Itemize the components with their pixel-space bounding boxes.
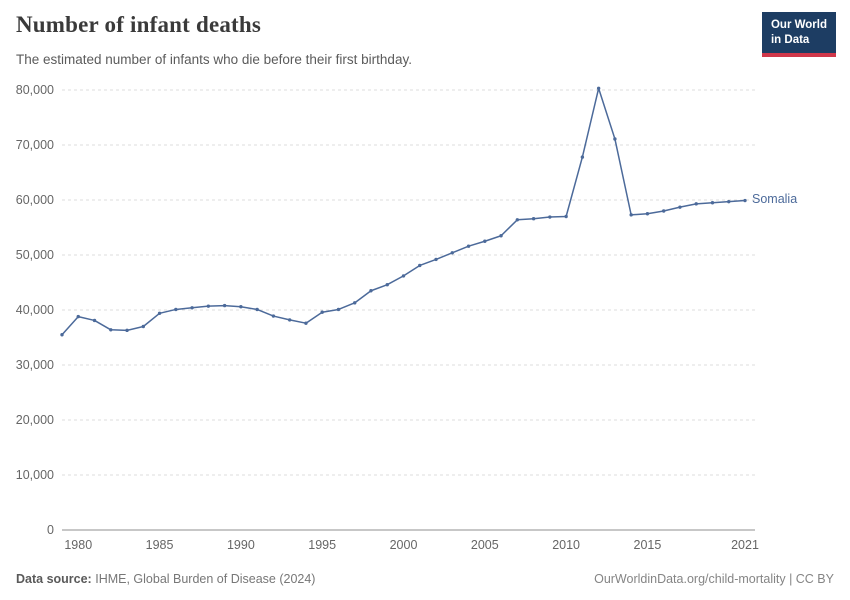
x-axis-tick-label: 1995	[308, 538, 336, 552]
data-point-marker[interactable]	[157, 311, 162, 315]
data-point-marker[interactable]	[92, 318, 97, 323]
logo-text-line2: in Data	[770, 33, 810, 46]
data-point-marker[interactable]	[385, 283, 389, 287]
data-point-marker[interactable]	[483, 239, 487, 243]
data-point-marker[interactable]	[255, 307, 259, 312]
data-point-marker[interactable]	[645, 212, 650, 216]
series-end-label[interactable]: Somalia	[752, 192, 797, 206]
data-point-marker[interactable]	[271, 314, 276, 318]
data-point-marker[interactable]	[694, 202, 698, 206]
y-axis-tick-label: 60,000	[16, 193, 54, 207]
data-point-marker[interactable]	[353, 301, 357, 305]
data-point-marker[interactable]	[239, 305, 243, 309]
y-axis-tick-label: 10,000	[16, 468, 54, 482]
logo-text-line1: Our World	[770, 19, 827, 31]
data-point-marker[interactable]	[531, 217, 536, 221]
x-axis-tick-label: 2021	[731, 538, 759, 552]
x-axis-tick-label: 2000	[390, 538, 418, 552]
y-axis-tick-label: 50,000	[16, 248, 54, 262]
data-point-marker[interactable]	[661, 209, 666, 213]
data-point-marker[interactable]	[629, 213, 633, 217]
y-axis-tick-label: 80,000	[16, 83, 54, 97]
data-point-marker[interactable]	[710, 201, 715, 205]
data-point-marker[interactable]	[320, 310, 324, 314]
data-point-marker[interactable]	[580, 155, 585, 159]
x-axis-tick-label: 2005	[471, 538, 499, 552]
data-point-marker[interactable]	[613, 137, 617, 141]
data-point-marker[interactable]	[401, 274, 406, 278]
data-point-marker[interactable]	[222, 303, 227, 308]
data-point-marker[interactable]	[141, 324, 146, 329]
data-point-marker[interactable]	[304, 321, 308, 325]
data-source-label: Data source:	[16, 572, 92, 586]
chart-subtitle: The estimated number of infants who die …	[16, 52, 412, 67]
y-axis-tick-label: 40,000	[16, 303, 54, 317]
data-point-marker[interactable]	[418, 263, 422, 268]
data-point-marker[interactable]	[727, 199, 731, 204]
y-axis-tick-label: 20,000	[16, 413, 54, 427]
data-point-marker[interactable]	[515, 218, 520, 222]
data-point-marker[interactable]	[369, 289, 373, 293]
data-point-marker[interactable]	[434, 257, 438, 262]
data-point-marker[interactable]	[190, 306, 194, 310]
footer-source: Data source: IHME, Global Burden of Dise…	[16, 572, 315, 586]
data-point-marker[interactable]	[743, 198, 747, 203]
y-axis-tick-label: 30,000	[16, 358, 54, 372]
chart-title: Number of infant deaths	[16, 12, 262, 37]
data-point-marker[interactable]	[287, 318, 292, 322]
data-point-marker[interactable]	[450, 251, 454, 255]
line-chart-canvas[interactable]: 0 10,000 20,000 30,000 40,000 50,000 60,000 70,…	[0, 70, 850, 560]
data-point-marker[interactable]	[336, 307, 341, 312]
x-axis-tick-label: 1980	[64, 538, 92, 552]
data-point-marker[interactable]	[125, 328, 129, 333]
data-point-marker[interactable]	[499, 234, 503, 238]
data-point-marker[interactable]	[60, 333, 64, 337]
owid-logo[interactable]: Our World in Data	[761, 12, 836, 57]
series-line[interactable]	[61, 87, 746, 336]
data-point-marker[interactable]	[174, 307, 178, 312]
x-axis-tick-label: 1985	[146, 538, 174, 552]
data-source-text[interactable]: IHME, Global Burden of Disease (2024)	[95, 572, 316, 586]
data-point-marker[interactable]	[548, 215, 552, 219]
data-point-marker[interactable]	[564, 214, 568, 219]
data-point-marker[interactable]	[678, 205, 682, 209]
data-point-marker[interactable]	[109, 328, 113, 332]
y-axis-tick-label: 70,000	[16, 138, 54, 152]
data-point-marker[interactable]	[596, 86, 601, 91]
footer-credit-link[interactable]: OurWorldinData.org/child-mortality | CC …	[594, 572, 834, 586]
x-axis-tick-label: 2015	[634, 538, 662, 552]
x-axis-tick-label: 1990	[227, 538, 255, 552]
data-point-marker[interactable]	[76, 314, 80, 319]
x-axis-tick-label: 2010	[552, 538, 580, 552]
data-point-marker[interactable]	[206, 304, 211, 308]
y-axis-tick-label: 0	[47, 523, 54, 537]
data-point-marker[interactable]	[466, 244, 471, 248]
